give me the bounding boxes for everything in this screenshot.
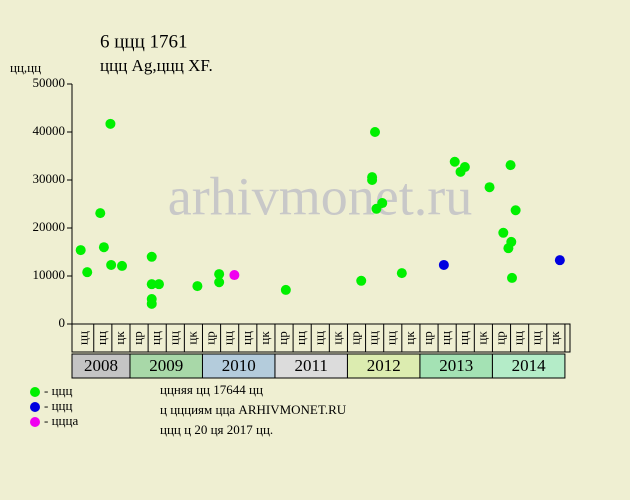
legend-label: - ццц [44, 383, 72, 398]
x-tick-label: цк [402, 331, 417, 345]
point [117, 260, 128, 271]
point [214, 277, 225, 288]
point [506, 236, 517, 247]
year-band [419, 353, 493, 379]
x-tick-label: цк [184, 331, 199, 345]
legend-marker [30, 387, 40, 397]
legend-marker [30, 417, 40, 427]
point [95, 208, 106, 219]
point [356, 275, 367, 286]
point [459, 162, 470, 173]
x-tick-label: цц [76, 331, 91, 345]
footer-text: ццняя цц 17644 цц [160, 382, 263, 397]
point [98, 242, 109, 253]
year-label: 2010 [222, 356, 256, 375]
point [75, 245, 86, 256]
x-tick-label: цк [112, 331, 127, 345]
x-tick-label: цр [492, 331, 507, 344]
x-tick-label: цц [511, 331, 526, 345]
x-tick-label: цц [366, 331, 381, 345]
x-tick-label: цц [311, 331, 326, 345]
point [507, 272, 518, 283]
legend-label: - ццц [44, 398, 72, 413]
year-label: 2008 [84, 356, 118, 375]
point [214, 269, 225, 280]
footer-text: ц ццциям цца ARHIVMONET.RU [160, 402, 347, 417]
point [554, 255, 565, 266]
year-label: 2009 [149, 356, 183, 375]
y-tick-label: 50000 [33, 75, 66, 90]
year-band [491, 353, 566, 379]
point [106, 259, 117, 270]
x-tick-label: цц [221, 331, 236, 345]
y-tick-label: 10000 [33, 267, 66, 282]
point [498, 227, 509, 238]
x-tick-label: цц [438, 331, 453, 345]
year-band [274, 353, 348, 379]
point [146, 279, 157, 290]
x-tick-label: цр [348, 331, 363, 344]
legend-label: - цццa [44, 413, 78, 428]
point [146, 251, 157, 262]
x-tick-label: цц [166, 331, 181, 345]
x-tick-label: цк [474, 331, 489, 345]
x-tick-label: цц [293, 331, 308, 345]
y-tick-label: 20000 [33, 219, 66, 234]
point [153, 279, 164, 290]
x-tick-label: цц [148, 331, 163, 345]
year-label: 2014 [512, 356, 547, 375]
point [510, 205, 521, 216]
y-tick-label: 30000 [33, 171, 66, 186]
x-tick-label: цц [384, 331, 399, 345]
x-tick-label: цц [239, 331, 254, 345]
point [82, 267, 93, 278]
year-label: 2011 [295, 356, 328, 375]
x-tick-label: цц [94, 331, 109, 345]
point [449, 156, 460, 167]
point [370, 127, 381, 137]
legend-marker [30, 402, 40, 412]
x-tick-label: цк [257, 331, 272, 345]
x-tick-label: цр [203, 331, 218, 344]
chart-title: 6 ццц 1761 [100, 31, 188, 52]
point [146, 298, 157, 309]
point [280, 284, 291, 295]
x-tick-label: цр [130, 331, 145, 344]
point [229, 270, 240, 281]
point [505, 160, 516, 171]
x-tick-label: цр [420, 331, 435, 344]
x-tick-label: цц [529, 331, 544, 345]
y-tick-label: 0 [59, 315, 66, 330]
point [367, 175, 378, 185]
x-tick-label: цк [329, 331, 344, 345]
point [484, 182, 495, 193]
point [377, 198, 388, 209]
year-band [201, 353, 276, 379]
x-tick-label: цц [456, 331, 471, 345]
year-band [346, 353, 421, 379]
year-label: 2012 [367, 356, 401, 375]
y-axis-label: цц,цц [10, 60, 41, 75]
point [192, 281, 203, 292]
point [105, 118, 116, 129]
footer-text: ццц ц 20 ця 2017 цц. [160, 422, 273, 437]
year-label: 2013 [439, 356, 473, 375]
chart-subtitle: ццц Ag,ццц XF. [100, 56, 213, 75]
point [438, 259, 449, 270]
x-tick-label: цр [275, 331, 290, 344]
watermark: arhivmonet.ru [168, 166, 472, 226]
y-tick-label: 40000 [33, 123, 66, 138]
x-tick-label: цк [547, 331, 562, 345]
point [396, 268, 407, 279]
